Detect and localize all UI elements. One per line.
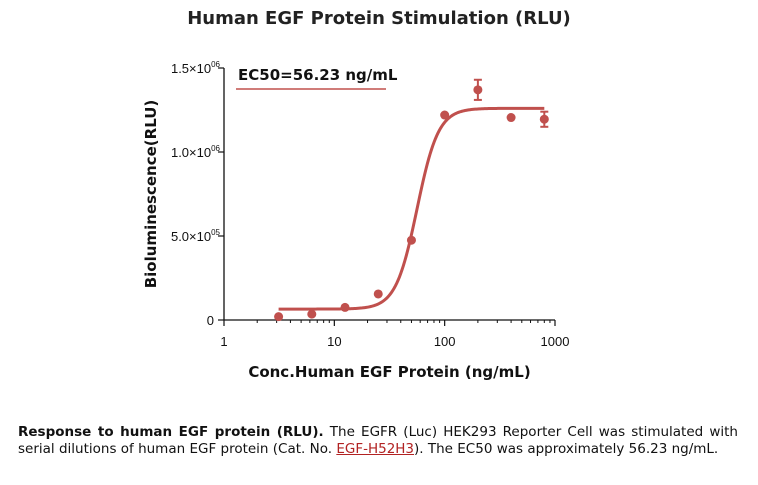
caption-text-1: The EGFR (Luc) HEK293 Reporter Cell was …	[18, 424, 738, 457]
x-tick-label: 1000	[541, 334, 570, 349]
x-tick-label: 10	[327, 334, 341, 349]
data-point	[340, 302, 350, 312]
ec50-chart: 1 10 100 1000 0 5.0×1005 1.0×1006 1.5×1006 EC50…	[142, 60, 569, 381]
y-tick-label: 5.0×1005	[171, 228, 221, 244]
data-point	[274, 312, 284, 322]
data-point	[307, 309, 317, 319]
ticks: 1 10 100 1000 0 5.0×1005 1.0×1006 1.5×1006	[171, 60, 569, 349]
data-point	[506, 113, 516, 123]
x-axis-label: Conc.Human EGF Protein (ng/mL)	[248, 363, 530, 381]
fit-curve	[278, 106, 545, 311]
y-axis-label: Bioluminescence(RLU)	[142, 100, 160, 289]
data-point	[473, 85, 483, 95]
caption-bold: Response to human EGF protein (RLU).	[18, 424, 324, 440]
data-point	[406, 235, 416, 245]
figure-caption: Response to human EGF protein (RLU). The…	[18, 424, 738, 458]
axes	[223, 68, 555, 321]
x-tick-label: 1	[220, 334, 227, 349]
y-tick-label: 1.5×1006	[171, 60, 221, 76]
data-point	[440, 110, 450, 120]
ec50-annotation: EC50=56.23 ng/mL	[238, 66, 398, 84]
x-tick-label: 100	[434, 334, 456, 349]
data-points	[274, 78, 549, 322]
product-link[interactable]: EGF-H52H3	[336, 441, 415, 457]
y-tick-label: 0	[207, 313, 214, 328]
data-point	[373, 289, 383, 299]
data-point	[539, 114, 549, 124]
chart-title: Human EGF Protein Stimulation (RLU)	[187, 8, 571, 29]
annotation-group: EC50=56.23 ng/mL	[236, 66, 398, 90]
caption-text-2: ). The EC50 was approximately 56.23 ng/m…	[414, 441, 719, 457]
y-tick-label: 1.0×1006	[171, 144, 221, 160]
